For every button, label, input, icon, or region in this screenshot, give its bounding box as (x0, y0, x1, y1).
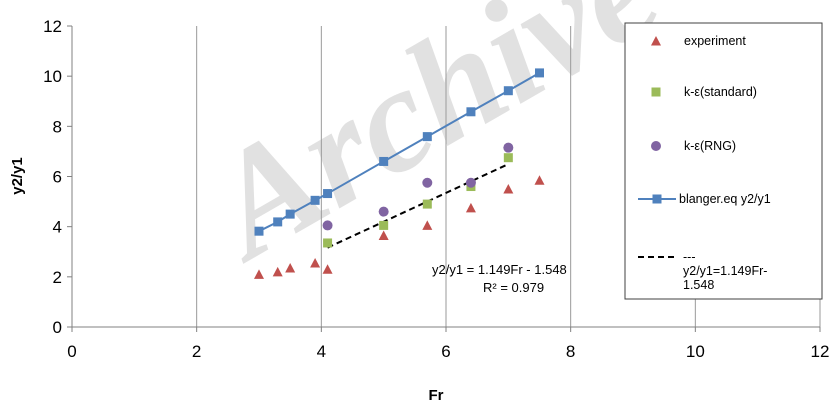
legend-marker-2 (651, 141, 661, 151)
data-point-s1-4 (503, 153, 513, 163)
watermark-text: Archive (177, 0, 685, 293)
data-point-s3-1 (273, 217, 283, 227)
data-point-s2-0 (322, 220, 333, 231)
data-point-s0-6 (422, 220, 433, 230)
data-point-s1-2 (422, 199, 432, 209)
x-tick-label-0: 0 (67, 342, 76, 361)
x-tick-label-6: 6 (441, 342, 450, 361)
y-tick-label-2: 2 (53, 268, 62, 287)
data-point-s3-2 (285, 209, 295, 219)
y-axis-title: y2/y1 (9, 157, 26, 195)
data-point-s0-0 (254, 269, 264, 279)
data-point-s2-1 (378, 206, 389, 217)
plot-markers (254, 68, 545, 279)
legend-label-3: blanger.eq y2/y1 (679, 192, 771, 206)
x-axis-title: Fr (429, 387, 444, 404)
data-point-s0-3 (310, 258, 321, 268)
data-point-s1-0 (323, 238, 333, 248)
legend-label-2: k-ε(RNG) (684, 139, 736, 153)
y-tick-label-0: 0 (53, 318, 62, 337)
data-point-s0-5 (378, 230, 389, 240)
data-point-s1-1 (379, 220, 389, 230)
data-point-s0-1 (272, 266, 283, 277)
data-point-s0-2 (285, 263, 296, 273)
x-tick-label-12: 12 (811, 342, 829, 361)
legend-box (624, 22, 823, 300)
data-point-s3-8 (503, 86, 513, 96)
data-point-s3-3 (310, 195, 320, 205)
legend-label-1: k-ε(standard) (684, 85, 757, 99)
legend-label-4-1: y2/y1=1.149Fr- (683, 264, 767, 278)
y-tick-label-6: 6 (53, 168, 62, 187)
equation-annotation: y2/y1 = 1.149Fr - 1.548 (432, 262, 567, 277)
data-point-s3-7 (466, 107, 476, 117)
x-tick-label-8: 8 (566, 342, 575, 361)
legend-marker-0 (651, 36, 661, 46)
data-point-s2-2 (422, 177, 433, 188)
data-point-s3-9 (535, 68, 544, 78)
data-point-s3-0 (254, 226, 264, 236)
x-tick-label-10: 10 (686, 342, 705, 361)
r-squared-annotation: R² = 0.979 (483, 280, 544, 295)
y-tick-label-10: 10 (43, 67, 62, 86)
y-tick-label-4: 4 (53, 218, 62, 237)
series-line-3 (258, 72, 540, 233)
data-point-s2-4 (503, 142, 514, 153)
legend-label-4-2: 1.548 (683, 278, 714, 292)
data-point-s3-6 (422, 132, 432, 142)
data-point-s0-9 (534, 175, 545, 185)
y-tick-label-12: 12 (43, 17, 62, 36)
data-point-s0-8 (503, 184, 514, 194)
legend-marker-3 (652, 194, 662, 204)
data-point-s0-4 (322, 264, 333, 274)
axes: 0 2 4 6 8 10 12 0 2 4 6 8 10 12 (43, 17, 829, 361)
y-tick-label-8: 8 (53, 117, 62, 136)
data-point-s2-3 (465, 177, 476, 188)
x-tick-label-4: 4 (317, 342, 326, 361)
data-point-s0-7 (465, 202, 476, 213)
series-line-4 (327, 163, 509, 249)
legend-label-4-0: --- (683, 250, 696, 264)
data-point-s3-5 (379, 156, 389, 166)
x-tick-label-2: 2 (192, 342, 201, 361)
data-point-s3-4 (323, 189, 333, 199)
legend-label-0: experiment (684, 34, 746, 48)
legend: experiment k-ε(standard) k-ε(RNG) blanger.e… (638, 34, 771, 292)
legend-marker-1 (651, 87, 661, 97)
plot-lines (258, 72, 540, 249)
